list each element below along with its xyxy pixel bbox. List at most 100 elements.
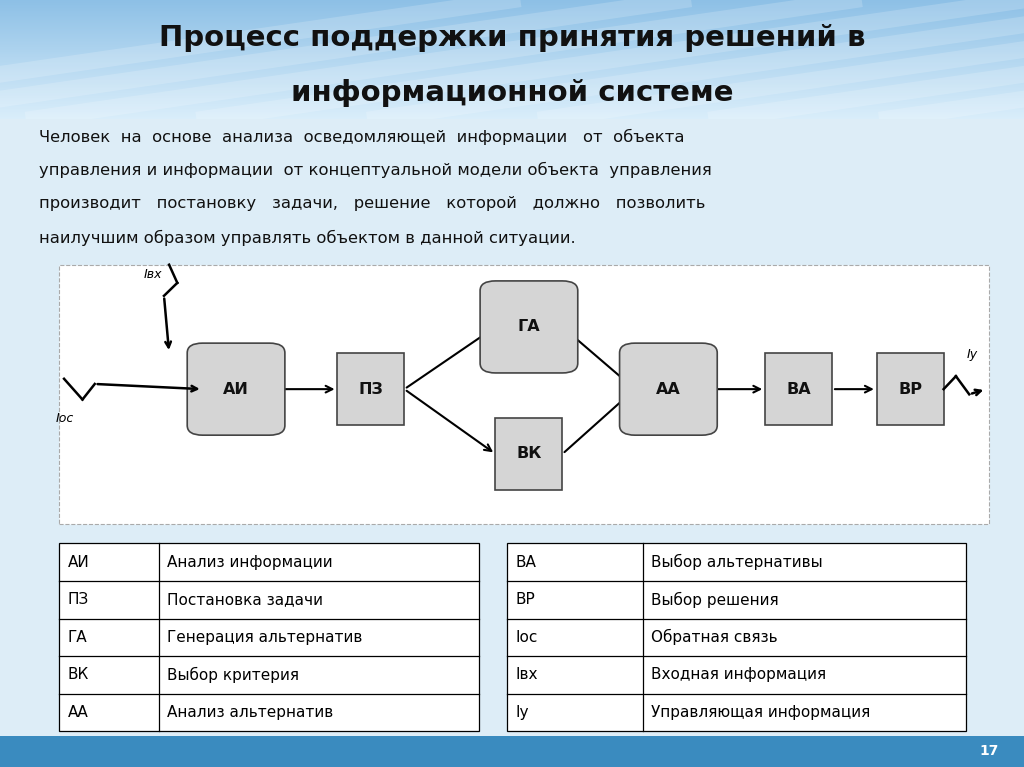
Bar xyxy=(0,34,1024,35)
Bar xyxy=(0,3,1024,4)
Bar xyxy=(0,76,1024,77)
Text: Обратная связь: Обратная связь xyxy=(651,629,778,646)
Bar xyxy=(0,116,1024,117)
Bar xyxy=(0,16,1024,17)
Bar xyxy=(0,112,1024,113)
Bar xyxy=(0,12,1024,13)
Bar xyxy=(0,7,1024,8)
Bar xyxy=(0,20,1024,21)
Bar xyxy=(0,109,1024,110)
Bar xyxy=(0,37,1024,38)
Text: АИ: АИ xyxy=(68,555,89,570)
FancyBboxPatch shape xyxy=(496,418,562,490)
Bar xyxy=(0,114,1024,115)
Text: наилучшим образом управлять объектом в данной ситуации.: наилучшим образом управлять объектом в д… xyxy=(39,229,575,246)
Bar xyxy=(0,88,1024,89)
Bar xyxy=(0,31,1024,33)
FancyBboxPatch shape xyxy=(877,353,944,426)
Bar xyxy=(0,103,1024,104)
Text: АА: АА xyxy=(68,705,88,720)
Text: ГА: ГА xyxy=(68,630,87,645)
Bar xyxy=(0,40,1024,41)
Text: АИ: АИ xyxy=(223,382,249,397)
Bar xyxy=(0,61,1024,62)
Bar xyxy=(0,77,1024,78)
Bar xyxy=(0,44,1024,45)
Bar xyxy=(0,68,1024,69)
Text: Выбор решения: Выбор решения xyxy=(651,591,779,608)
Bar xyxy=(0,110,1024,111)
Text: ВК: ВК xyxy=(516,446,542,462)
Bar xyxy=(0,26,1024,27)
FancyBboxPatch shape xyxy=(59,543,479,732)
Bar xyxy=(0,11,1024,12)
Text: информационной системе: информационной системе xyxy=(291,79,733,107)
Bar xyxy=(0,117,1024,118)
FancyBboxPatch shape xyxy=(0,119,1024,767)
Bar xyxy=(0,99,1024,100)
Bar xyxy=(0,45,1024,47)
Bar xyxy=(0,17,1024,18)
Text: Процесс поддержки принятия решений в: Процесс поддержки принятия решений в xyxy=(159,24,865,52)
Bar xyxy=(0,96,1024,97)
FancyBboxPatch shape xyxy=(507,543,966,732)
Bar xyxy=(0,64,1024,65)
Bar xyxy=(0,75,1024,76)
Bar xyxy=(0,106,1024,107)
FancyBboxPatch shape xyxy=(765,353,833,426)
Bar xyxy=(0,82,1024,84)
Bar xyxy=(0,78,1024,79)
Bar xyxy=(0,92,1024,93)
Bar xyxy=(0,89,1024,91)
Bar xyxy=(0,35,1024,36)
Text: ВР: ВР xyxy=(515,592,535,607)
Text: Iос: Iос xyxy=(56,413,74,426)
Text: 17: 17 xyxy=(979,745,998,759)
Bar xyxy=(0,1,1024,2)
Bar xyxy=(0,57,1024,58)
Text: Iвх: Iвх xyxy=(515,667,538,683)
Text: производит   постановку   задачи,   решение   которой   должно   позволить: производит постановку задачи, решение ко… xyxy=(39,196,706,211)
Bar xyxy=(0,24,1024,25)
Bar xyxy=(0,95,1024,96)
Bar xyxy=(0,6,1024,7)
Bar xyxy=(0,51,1024,52)
Bar xyxy=(0,72,1024,74)
Bar xyxy=(0,28,1024,30)
Bar xyxy=(0,62,1024,64)
Text: Входная информация: Входная информация xyxy=(651,667,826,683)
Text: Постановка задачи: Постановка задачи xyxy=(167,592,323,607)
Text: Выбор альтернативы: Выбор альтернативы xyxy=(651,554,823,571)
Bar xyxy=(0,2,1024,3)
Bar xyxy=(0,98,1024,99)
Text: Iy: Iy xyxy=(515,705,528,720)
Bar xyxy=(0,8,1024,9)
Text: Генерация альтернатив: Генерация альтернатив xyxy=(167,630,362,645)
Bar xyxy=(0,18,1024,19)
Text: ПЗ: ПЗ xyxy=(68,592,89,607)
Bar xyxy=(0,107,1024,108)
Text: Человек  на  основе  анализа  осведомляющей  информации   от  объекта: Человек на основе анализа осведомляющей … xyxy=(39,129,684,145)
Bar xyxy=(0,102,1024,103)
Text: ГА: ГА xyxy=(517,319,541,334)
Bar xyxy=(0,101,1024,102)
Bar xyxy=(0,74,1024,75)
Text: Iвх: Iвх xyxy=(143,268,162,281)
Text: управления и информации  от концептуальной модели объекта  управления: управления и информации от концептуально… xyxy=(39,163,712,179)
Bar xyxy=(0,23,1024,24)
Bar xyxy=(0,21,1024,23)
Bar xyxy=(0,67,1024,68)
FancyBboxPatch shape xyxy=(620,343,717,435)
Bar xyxy=(0,87,1024,88)
Text: ВР: ВР xyxy=(898,382,923,397)
Text: Анализ информации: Анализ информации xyxy=(167,555,333,570)
Bar xyxy=(0,60,1024,61)
Bar xyxy=(0,100,1024,101)
Bar xyxy=(0,104,1024,105)
Bar xyxy=(0,81,1024,82)
FancyBboxPatch shape xyxy=(480,281,578,373)
Bar xyxy=(0,54,1024,55)
Bar xyxy=(0,33,1024,34)
Text: ВК: ВК xyxy=(68,667,89,683)
Bar xyxy=(0,15,1024,16)
